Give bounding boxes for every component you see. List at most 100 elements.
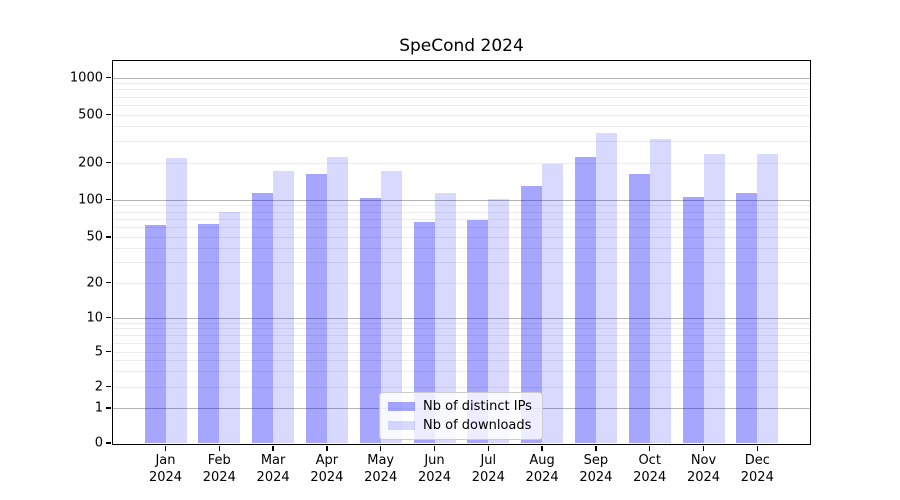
minor-gridline-90 bbox=[113, 205, 810, 207]
xtick-label-may: May 2024 bbox=[364, 453, 398, 485]
bar-ips-mar bbox=[252, 193, 274, 443]
major-gridline-100 bbox=[113, 199, 810, 201]
legend-item-distinct-ips: Nb of distinct IPs bbox=[388, 399, 532, 414]
ytick-label-10: 10 bbox=[86, 310, 103, 325]
bar-downloads-may bbox=[380, 171, 402, 443]
xtick-may bbox=[379, 446, 382, 451]
ytick-label-500: 500 bbox=[78, 107, 103, 122]
minor-gridline-7 bbox=[113, 334, 810, 336]
bar-downloads-dec bbox=[757, 154, 779, 443]
minor-gridline-9 bbox=[113, 322, 810, 324]
xtick-label-jun: Jun 2024 bbox=[417, 453, 452, 485]
ytick-50 bbox=[106, 236, 111, 238]
minor-gridline-60 bbox=[113, 227, 810, 229]
minor-gridline-8 bbox=[113, 328, 810, 330]
bar-ips-jul bbox=[467, 219, 489, 443]
xtick-aug bbox=[541, 446, 543, 451]
xtick-label-apr: Apr 2024 bbox=[310, 453, 344, 485]
bar-ips-jan bbox=[144, 225, 166, 443]
minor-gridline-6 bbox=[113, 342, 810, 344]
ytick-1 bbox=[106, 407, 111, 409]
bar-ips-dec bbox=[736, 192, 758, 443]
legend-label-distinct-ips: Nb of distinct IPs bbox=[423, 399, 532, 414]
xtick-dec bbox=[756, 446, 759, 451]
legend-swatch-downloads bbox=[388, 421, 415, 430]
bar-ips-oct bbox=[628, 174, 650, 443]
minor-gridline-5 bbox=[113, 351, 810, 353]
ytick-label-5: 5 bbox=[94, 344, 103, 359]
minor-gridline-600 bbox=[113, 104, 810, 106]
minor-gridline-200 bbox=[113, 162, 810, 164]
xtick-label-nov: Nov 2024 bbox=[686, 453, 721, 485]
ytick-1000 bbox=[106, 76, 111, 79]
chart-title: SpeCond 2024 bbox=[399, 36, 524, 56]
ytick-label-20: 20 bbox=[86, 275, 103, 290]
xtick-label-mar: Mar 2024 bbox=[256, 453, 290, 485]
xtick-jun bbox=[433, 446, 436, 451]
minor-gridline-20 bbox=[113, 282, 810, 284]
xtick-sep bbox=[595, 446, 597, 451]
bar-downloads-aug bbox=[542, 163, 564, 443]
bar-downloads-sep bbox=[595, 132, 617, 443]
bar-ips-feb bbox=[198, 224, 220, 443]
ytick-label-1: 1 bbox=[94, 400, 103, 416]
ytick-20 bbox=[106, 281, 111, 284]
ytick-label-50: 50 bbox=[86, 229, 103, 245]
legend-swatch-distinct-ips bbox=[388, 402, 415, 411]
bar-ips-apr bbox=[305, 173, 327, 443]
xtick-label-sep: Sep 2024 bbox=[579, 453, 613, 485]
major-gridline-10 bbox=[113, 317, 810, 319]
plot-area: Nb of distinct IPs Nb of downloads Jan 2… bbox=[70, 60, 811, 485]
ytick-label-2: 2 bbox=[94, 379, 103, 394]
ytick-2 bbox=[106, 385, 111, 388]
bar-ips-may bbox=[359, 198, 381, 443]
ytick-100 bbox=[106, 198, 111, 201]
ytick-label-200: 200 bbox=[78, 155, 103, 170]
major-gridline-1000 bbox=[113, 77, 810, 79]
ytick-200 bbox=[106, 161, 111, 164]
minor-gridline-50 bbox=[113, 237, 810, 238]
xtick-mar bbox=[272, 446, 274, 451]
xtick-feb bbox=[218, 446, 221, 451]
ytick-10 bbox=[106, 316, 111, 319]
xtick-apr bbox=[326, 446, 328, 451]
bar-downloads-oct bbox=[649, 138, 671, 443]
bar-ips-aug bbox=[521, 185, 543, 443]
bar-downloads-mar bbox=[273, 171, 295, 443]
bar-downloads-nov bbox=[703, 154, 725, 443]
ytick-5 bbox=[106, 350, 111, 353]
bar-downloads-feb bbox=[219, 211, 241, 443]
xtick-oct bbox=[648, 446, 651, 451]
xtick-label-dec: Dec 2024 bbox=[740, 453, 774, 485]
xtick-label-aug: Aug 2024 bbox=[525, 453, 559, 485]
xtick-nov bbox=[702, 446, 705, 451]
ytick-label-100: 100 bbox=[78, 192, 103, 207]
minor-gridline-70 bbox=[113, 218, 810, 220]
bar-downloads-jan bbox=[165, 158, 187, 443]
bar-downloads-apr bbox=[326, 156, 348, 443]
bar-ips-sep bbox=[574, 157, 596, 443]
minor-gridline-40 bbox=[113, 248, 810, 250]
legend-label-downloads: Nb of downloads bbox=[423, 418, 532, 433]
bar-ips-nov bbox=[682, 196, 704, 443]
xtick-jan bbox=[164, 446, 167, 451]
ytick-500 bbox=[106, 113, 111, 116]
ytick-label-1000: 1000 bbox=[69, 70, 103, 85]
xtick-label-jan: Jan 2024 bbox=[148, 453, 183, 485]
xtick-label-feb: Feb 2024 bbox=[202, 453, 236, 485]
minor-gridline-700 bbox=[113, 96, 810, 98]
bar-ips-jun bbox=[413, 221, 435, 443]
xtick-jul bbox=[487, 446, 490, 451]
minor-gridline-4 bbox=[113, 360, 810, 362]
legend-item-downloads: Nb of downloads bbox=[388, 418, 532, 433]
minor-gridline-800 bbox=[113, 89, 810, 91]
ytick-label-0: 0 bbox=[94, 435, 103, 451]
minor-gridline-30 bbox=[113, 262, 810, 264]
minor-gridline-2 bbox=[113, 386, 810, 388]
xtick-label-jul: Jul 2024 bbox=[471, 453, 505, 485]
legend: Nb of distinct IPs Nb of downloads bbox=[379, 392, 543, 440]
minor-gridline-300 bbox=[113, 141, 810, 143]
ytick-0 bbox=[106, 442, 111, 444]
xtick-label-oct: Oct 2024 bbox=[633, 453, 667, 485]
